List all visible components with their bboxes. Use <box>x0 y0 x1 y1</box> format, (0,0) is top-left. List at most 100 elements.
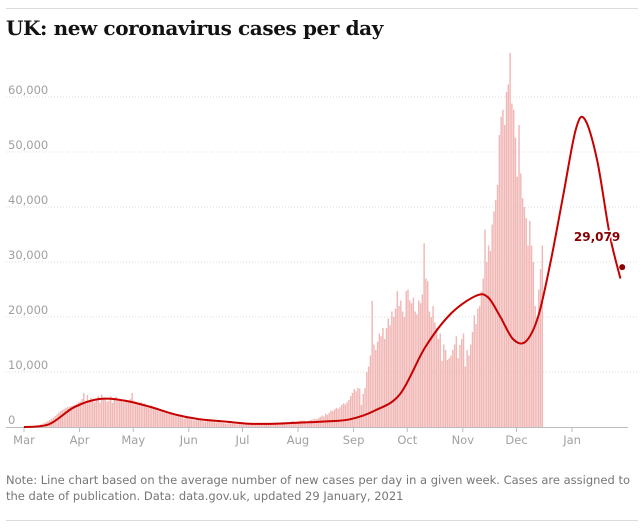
case-bar <box>102 399 105 427</box>
case-bar <box>394 308 397 427</box>
case-bar <box>453 344 456 427</box>
case-bar <box>99 402 101 427</box>
case-bar <box>212 422 214 427</box>
case-bar <box>255 423 257 427</box>
case-bar <box>373 344 375 427</box>
case-bar <box>117 400 119 427</box>
case-bar <box>330 410 332 427</box>
case-bar <box>432 306 434 427</box>
case-bar <box>292 420 295 427</box>
case-bar <box>407 289 409 427</box>
case-bar <box>430 317 433 427</box>
case-bar <box>264 423 266 427</box>
case-bar <box>242 424 244 427</box>
case-bar <box>414 311 416 427</box>
case-bar <box>276 423 278 427</box>
case-bar <box>333 409 336 427</box>
case-bar <box>251 424 253 427</box>
case-bar <box>401 311 404 427</box>
case-bar <box>267 423 270 427</box>
weekly-average-line <box>23 115 622 428</box>
case-bar <box>498 134 501 427</box>
case-bar <box>391 311 393 427</box>
case-bar <box>66 407 69 427</box>
case-bar <box>324 413 327 427</box>
case-bar <box>179 417 182 427</box>
case-bar <box>194 420 196 427</box>
case-bar <box>65 407 67 427</box>
case-bar <box>158 409 160 427</box>
case-bar <box>149 407 151 427</box>
case-bar <box>272 423 275 427</box>
case-bar <box>172 415 175 427</box>
case-bar <box>509 53 511 427</box>
case-bar <box>92 400 94 427</box>
case-bar <box>335 407 338 427</box>
case-bar <box>380 336 382 427</box>
case-bar <box>126 401 128 427</box>
case-bar <box>170 414 173 427</box>
case-bar <box>434 322 436 427</box>
case-bar <box>308 420 311 427</box>
case-bar <box>468 355 470 427</box>
x-tick-label: Jul <box>235 433 250 447</box>
case-bar <box>441 361 443 427</box>
case-bar <box>258 423 261 427</box>
cases-chart: 0 10,000 20,000 30,000 40,000 50,000 60,000 Ma… <box>6 53 638 447</box>
case-bar <box>246 424 248 427</box>
case-bar <box>195 418 198 427</box>
x-tick-label: Oct <box>397 433 417 447</box>
case-bar <box>136 402 139 427</box>
case-bar <box>215 422 218 427</box>
case-bar <box>443 344 445 427</box>
case-bar <box>210 421 212 427</box>
case-bar <box>425 278 427 427</box>
case-bar <box>342 403 345 427</box>
case-bar <box>253 424 255 427</box>
case-bar <box>385 328 388 427</box>
case-bar <box>186 418 189 427</box>
case-bar <box>475 324 477 427</box>
case-bar <box>145 406 148 427</box>
case-bar <box>507 84 510 427</box>
case-bar <box>493 211 495 427</box>
case-bar <box>464 366 467 427</box>
case-bar <box>58 412 60 427</box>
x-tick-label: Dec <box>505 433 527 447</box>
case-bar <box>369 355 372 427</box>
case-bar <box>392 317 395 427</box>
case-bar <box>382 328 384 427</box>
case-bar <box>358 388 361 427</box>
case-bar <box>403 317 406 427</box>
case-bar <box>131 392 133 427</box>
case-bar <box>437 339 440 427</box>
case-bar <box>183 418 185 427</box>
case-bar <box>290 421 293 427</box>
case-bar <box>477 308 479 427</box>
case-bar <box>140 402 142 427</box>
case-bar <box>523 207 526 427</box>
case-bar <box>452 350 454 427</box>
case-bar <box>135 404 137 427</box>
case-bar <box>478 306 481 427</box>
case-bar <box>305 421 307 427</box>
case-bar <box>511 103 513 427</box>
case-bar <box>174 416 176 427</box>
case-bar <box>226 423 228 427</box>
case-bar <box>306 420 309 427</box>
x-axis-ticks: Mar Apr May Jun Jul Aug Sep Oct Nov Dec Jan <box>13 427 581 447</box>
case-bar <box>462 333 465 427</box>
case-bar <box>238 422 241 428</box>
case-bar <box>516 176 518 427</box>
case-bar <box>527 245 529 427</box>
case-bar <box>514 137 517 427</box>
case-bar <box>142 405 144 427</box>
case-bar <box>534 306 536 427</box>
case-bar <box>235 424 237 427</box>
case-bar <box>504 125 506 428</box>
case-bar <box>70 406 73 427</box>
case-bar <box>93 401 96 427</box>
case-bar <box>122 402 124 427</box>
case-bar <box>201 420 203 427</box>
case-bar <box>344 404 347 427</box>
